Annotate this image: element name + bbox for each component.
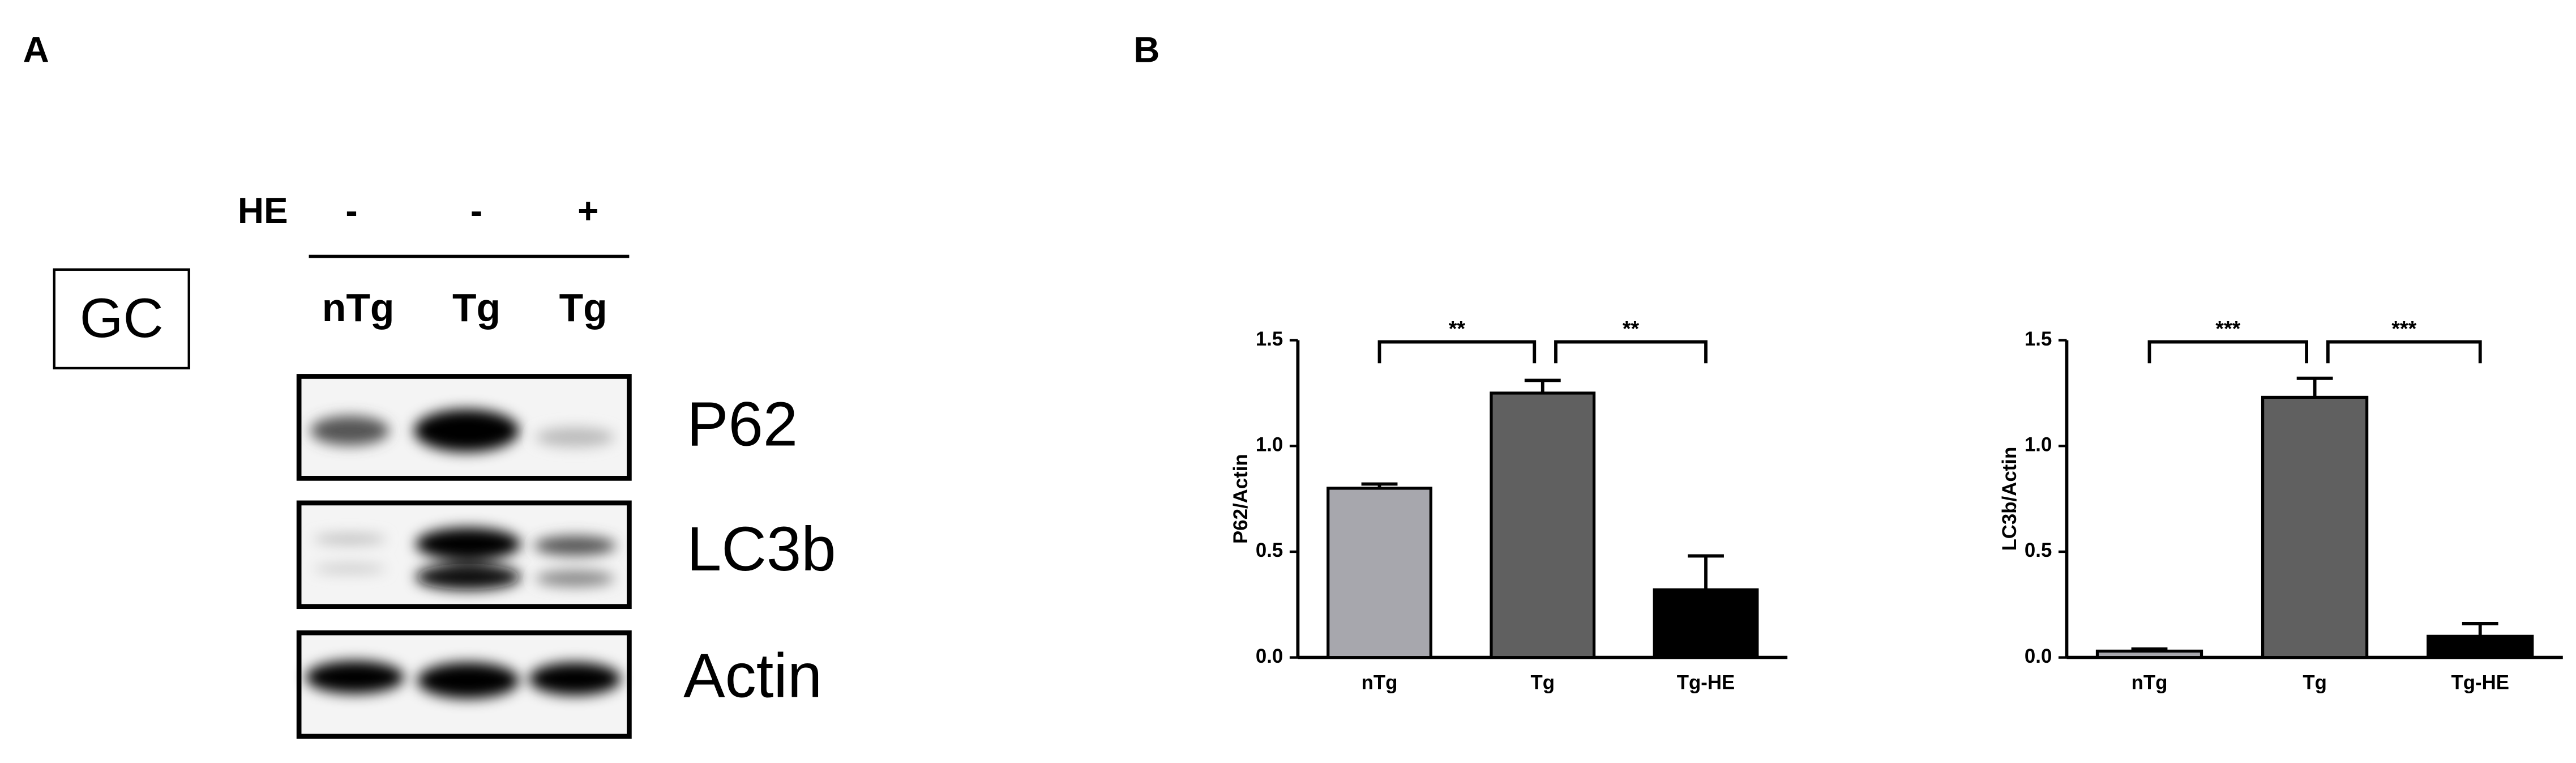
error-bar xyxy=(1688,554,1724,590)
treatment: - xyxy=(345,190,357,231)
y-tick-label: 1.5 xyxy=(1256,328,1283,350)
error-bar xyxy=(2131,647,2168,651)
significance-bracket xyxy=(2147,340,2309,364)
bar xyxy=(2427,634,2534,659)
panel-label: B xyxy=(1133,29,1159,70)
band-label: P62 xyxy=(687,389,798,459)
significance-bracket xyxy=(1377,340,1537,364)
bar xyxy=(1653,588,1759,659)
tissue-box xyxy=(53,268,190,370)
lane-label: nTg xyxy=(322,285,395,330)
y-tick-label: 0.5 xyxy=(2025,539,2052,561)
x-tick-label: nTg xyxy=(1362,671,1398,693)
x-tick-label: nTg xyxy=(2132,671,2168,693)
x-tick-label: Tg-HE xyxy=(1677,671,1735,693)
bar xyxy=(2095,649,2203,659)
x-tick-label: Tg xyxy=(2303,671,2327,693)
y-axis-label: P62/Actin xyxy=(1230,454,1252,544)
lane-label: Tg xyxy=(452,285,500,330)
significance-bracket xyxy=(1554,340,1708,364)
panel-label: A xyxy=(23,29,49,70)
y-tick-label: 1.0 xyxy=(2025,434,2052,456)
band-label: Actin xyxy=(683,641,822,710)
treatment-label: HE xyxy=(238,190,288,231)
y-tick-label: 1.5 xyxy=(2025,328,2052,350)
lane-label: Tg xyxy=(559,285,607,330)
y-tick-label: 1.0 xyxy=(1256,434,1283,456)
significance-label: *** xyxy=(2215,317,2240,340)
error-bar xyxy=(2296,376,2333,398)
tissue-label: GC xyxy=(80,287,164,349)
treatment: + xyxy=(577,190,598,231)
error-bar xyxy=(1361,482,1398,488)
blot-image xyxy=(296,374,632,739)
band-label: LC3b xyxy=(687,514,836,584)
bar xyxy=(1490,391,1596,659)
y-tick-label: 0.0 xyxy=(2025,645,2052,667)
error-bar xyxy=(2462,622,2498,637)
significance-label: *** xyxy=(2391,317,2416,340)
x-tick-label: Tg-HE xyxy=(2451,671,2509,693)
x-tick-label: Tg xyxy=(1531,671,1555,693)
error-bar xyxy=(1524,378,1561,393)
treatment: - xyxy=(470,190,482,231)
y-tick-label: 0.0 xyxy=(1256,645,1283,667)
significance-label: ** xyxy=(1449,317,1466,340)
bar xyxy=(2261,395,2369,659)
significance-bracket xyxy=(2326,340,2482,364)
significance-label: ** xyxy=(1623,317,1640,340)
bar xyxy=(1326,487,1432,659)
y-axis-label: LC3b/Actin xyxy=(1999,447,2021,551)
y-tick-label: 0.5 xyxy=(1256,539,1283,561)
